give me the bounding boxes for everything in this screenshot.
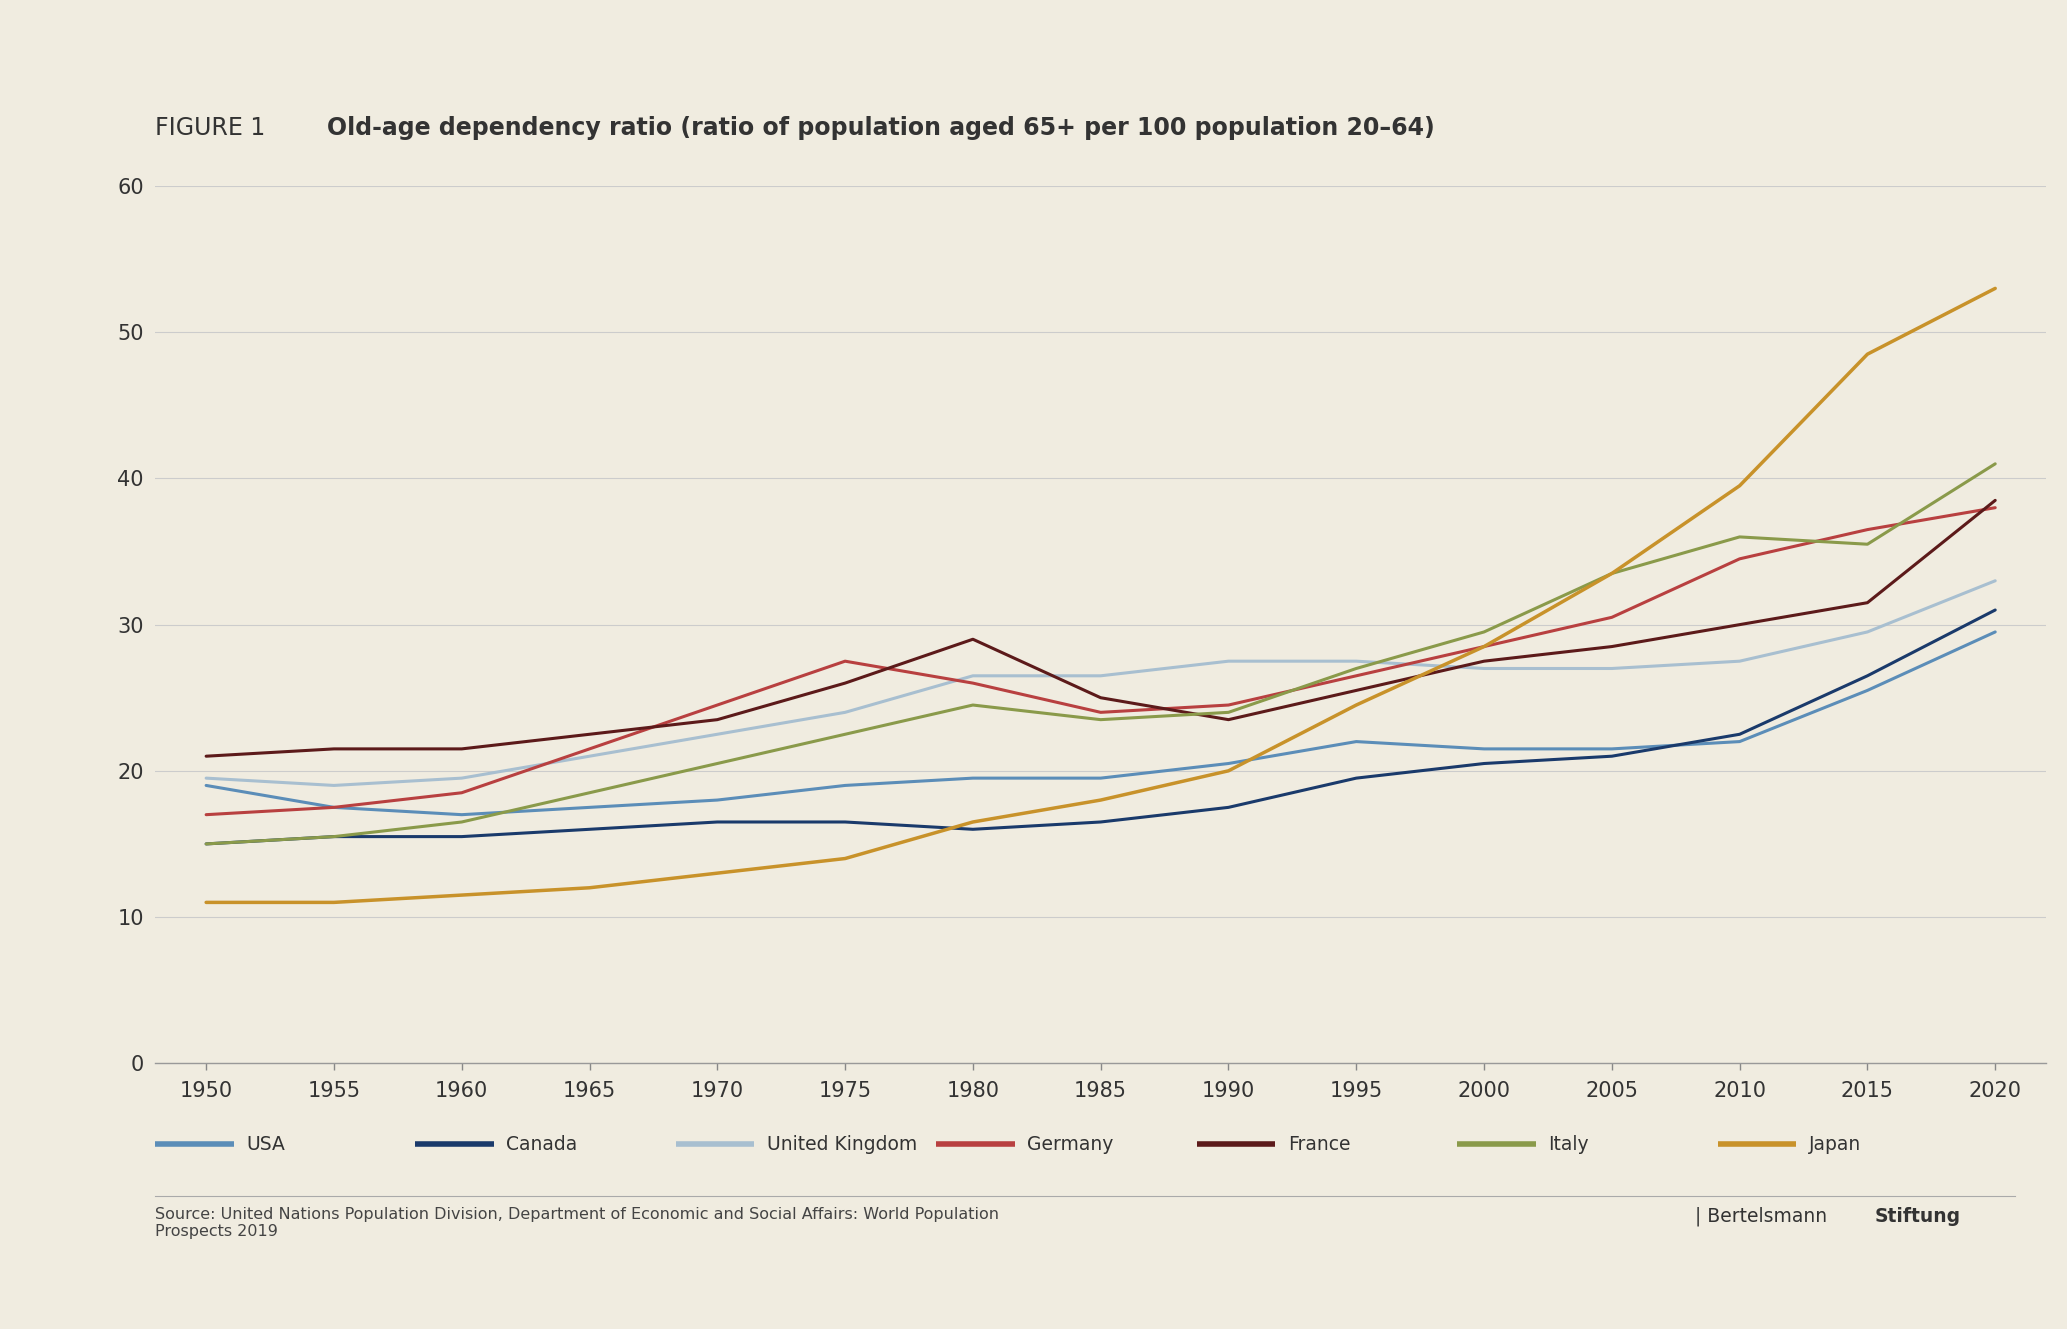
Text: USA: USA bbox=[246, 1135, 285, 1154]
Text: Stiftung: Stiftung bbox=[1875, 1207, 1962, 1225]
Text: Source: United Nations Population Division, Department of Economic and Social Af: Source: United Nations Population Divisi… bbox=[155, 1207, 998, 1239]
Text: Germany: Germany bbox=[1027, 1135, 1114, 1154]
Text: | Bertelsmann: | Bertelsmann bbox=[1695, 1207, 1827, 1227]
Text: Canada: Canada bbox=[506, 1135, 577, 1154]
Text: FIGURE 1: FIGURE 1 bbox=[155, 116, 271, 140]
Text: France: France bbox=[1288, 1135, 1350, 1154]
Text: United Kingdom: United Kingdom bbox=[767, 1135, 918, 1154]
Text: Japan: Japan bbox=[1809, 1135, 1860, 1154]
Text: Italy: Italy bbox=[1548, 1135, 1590, 1154]
Text: Old-age dependency ratio (ratio of population aged 65+ per 100 population 20–64): Old-age dependency ratio (ratio of popul… bbox=[327, 116, 1434, 140]
